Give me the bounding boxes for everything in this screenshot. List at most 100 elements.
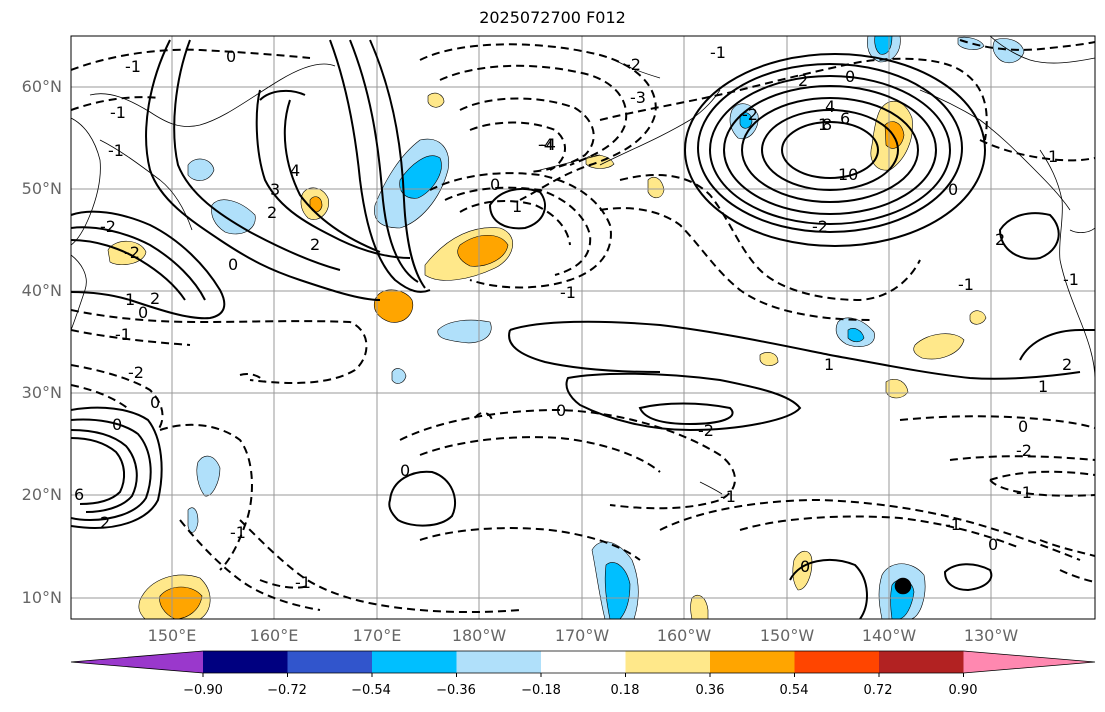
contour-label: -2 — [1016, 441, 1032, 460]
contour-label: -1 — [1016, 483, 1032, 502]
contour-label: -1 — [710, 43, 726, 62]
contour-label: 0 — [228, 255, 238, 274]
colorbar-extend-low — [71, 651, 203, 673]
lon-label: 140°W — [861, 626, 917, 645]
contour-label: -1 — [108, 141, 124, 160]
colorbar-tick-label: −0.90 — [183, 683, 223, 698]
contour-label: 2 — [995, 230, 1005, 249]
contour-label: 0 — [400, 461, 410, 480]
shade-negative — [211, 199, 256, 235]
colorbar-cell — [879, 651, 964, 673]
lat-label: 50°N — [21, 179, 62, 198]
lon-label: 150°W — [759, 626, 815, 645]
colorbar-tick-label: 0.54 — [779, 683, 809, 698]
contour-label: -1 — [125, 57, 141, 76]
contour-label: -1 — [958, 275, 974, 294]
colorbar-cell — [541, 651, 626, 673]
contour-label: -3 — [630, 88, 646, 107]
shade-positive — [690, 595, 709, 619]
colorbar-tick-label: 0.90 — [948, 683, 978, 698]
lon-label: 180°W — [451, 626, 507, 645]
lon-label: 130°W — [963, 626, 1019, 645]
shade-negative — [874, 36, 893, 55]
contour-label: 0 — [800, 557, 810, 576]
lat-label: 40°N — [21, 281, 62, 300]
shade-positive — [427, 92, 445, 108]
shade-positive — [159, 586, 203, 619]
contour-label: 4 — [825, 97, 835, 116]
lon-label: 170°W — [554, 626, 610, 645]
contour-label: 2 — [1062, 355, 1072, 374]
lat-label: 30°N — [21, 383, 62, 402]
contour-label: -1 — [110, 103, 126, 122]
contour-label: -4 — [540, 135, 556, 154]
contour-label: 2 — [100, 513, 110, 532]
shade-negative — [604, 562, 631, 619]
contour-label: 1 — [824, 355, 834, 374]
contour-label: 1 — [125, 290, 135, 309]
colorbar-cell — [372, 651, 457, 673]
contour-label: -1 — [945, 515, 961, 534]
contour-label: 0 — [490, 175, 500, 194]
colorbar-tick-label: 0.18 — [610, 683, 640, 698]
shade-negative — [187, 158, 215, 181]
contour-label: -2 — [625, 55, 641, 74]
contours-positive — [71, 39, 1095, 619]
contour-label: 0 — [556, 401, 566, 420]
contour-label: 1 — [818, 115, 828, 134]
lat-label: 10°N — [21, 588, 62, 607]
contour-label: 0 — [1018, 417, 1028, 436]
colorbar-tick-label: 0.72 — [863, 683, 893, 698]
contours-negative — [71, 39, 1095, 614]
contour-label: 4 — [290, 161, 300, 180]
shade-negative — [196, 455, 221, 497]
contour-label: 0 — [226, 47, 236, 66]
map-frame — [70, 35, 1096, 620]
contour-label: 6 — [840, 109, 850, 128]
contour-label: -2 — [128, 363, 144, 382]
contour-label: -2 — [124, 243, 140, 262]
lat-label: 60°N — [21, 77, 62, 96]
lon-label: 150°E — [147, 626, 197, 645]
colorbar-tick-label: −0.18 — [521, 683, 561, 698]
colorbar-cell — [456, 651, 542, 673]
lon-label: 170°E — [352, 626, 402, 645]
shade-positive — [647, 177, 665, 199]
contour-label: -2 — [742, 105, 758, 124]
contour-label: 0 — [845, 67, 855, 86]
colorbar-extend-high — [963, 651, 1095, 673]
contour-label: -2 — [812, 217, 828, 236]
chart-title: 2025072700 F012 — [479, 8, 626, 27]
contour-label: 1 — [512, 197, 522, 216]
contour-label: 0 — [138, 303, 148, 322]
contour-label: 8 — [822, 115, 832, 134]
colorbar-cells — [70, 650, 1096, 677]
shade-negative — [957, 36, 985, 50]
contour-labels: 1 0 -1 -2 -3 -4 4 2 8 6 10 -2 0 1 2 -1 -… — [74, 43, 1079, 592]
shade-positive — [759, 352, 779, 366]
shade-positive — [913, 333, 965, 360]
shade-positive — [884, 121, 905, 149]
contour-label: -1 — [560, 283, 576, 302]
contour-label: -2 — [100, 217, 116, 236]
colorbar-cell — [287, 651, 373, 673]
contour-label: -4 — [538, 135, 554, 154]
contour-label: 0 — [112, 415, 122, 434]
contour-label: 2 — [310, 235, 320, 254]
storm-marker — [894, 577, 912, 595]
colorbar-cell — [625, 651, 711, 673]
coastlines — [71, 36, 1095, 495]
contour-label: 2 — [267, 203, 277, 222]
contour-label: 0 — [150, 393, 160, 412]
shade-positive — [969, 310, 987, 325]
contour-label: 6 — [74, 485, 84, 504]
colorbar-cell — [710, 651, 795, 673]
shade-negative — [847, 328, 865, 343]
contour-label: 0 — [948, 180, 958, 199]
colorbar-cell — [203, 651, 288, 673]
colorbar-tick-label: −0.72 — [267, 683, 307, 698]
contour-label: -1 — [295, 573, 311, 592]
colorbar-cell — [794, 651, 880, 673]
graticule — [71, 36, 1095, 619]
contour-label: 2 — [798, 71, 808, 90]
